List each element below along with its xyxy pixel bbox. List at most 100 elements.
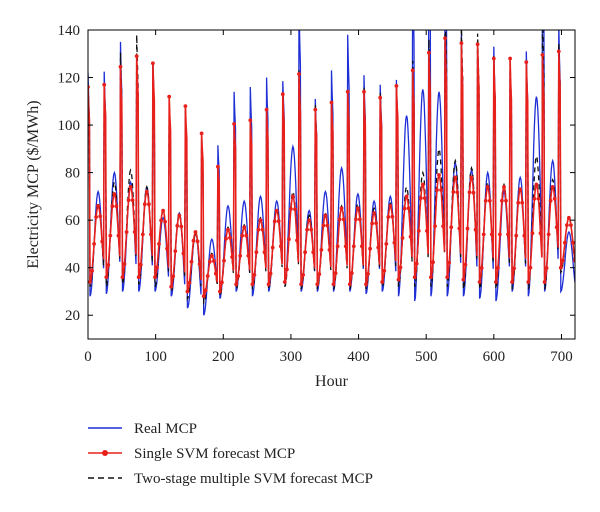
point-single-svm <box>94 215 98 219</box>
point-single-svm <box>491 56 496 61</box>
point-single-svm <box>390 214 395 219</box>
point-single-svm <box>496 266 500 270</box>
y-axis-label: Electricity MCP ($/MWh) <box>25 100 42 268</box>
point-single-svm <box>463 262 468 267</box>
point-single-svm <box>431 260 435 265</box>
point-single-svm <box>510 280 514 284</box>
point-single-svm <box>461 277 466 282</box>
point-single-svm <box>483 198 488 203</box>
point-single-svm <box>250 282 255 287</box>
y-tick-label: 80 <box>65 166 80 182</box>
point-single-svm <box>384 242 389 246</box>
point-single-svm <box>567 215 571 220</box>
point-single-svm <box>218 289 222 294</box>
x-tick-label: 100 <box>144 349 167 365</box>
plot-area <box>88 30 575 316</box>
point-single-svm <box>498 232 502 237</box>
point-single-svm <box>169 284 174 289</box>
series-markers-single-svm <box>88 36 575 299</box>
point-single-svm <box>278 244 283 249</box>
point-single-svm <box>536 196 541 201</box>
point-single-svm <box>453 175 458 180</box>
point-single-svm <box>331 282 336 287</box>
point-single-svm <box>311 250 316 255</box>
point-single-svm <box>356 206 360 211</box>
point-single-svm <box>504 198 508 203</box>
legend-item-single-svm: Single SVM forecast MCP <box>88 446 295 462</box>
x-tick-label: 700 <box>550 349 573 365</box>
point-single-svm <box>364 282 368 287</box>
point-single-svm <box>108 233 113 238</box>
point-single-svm <box>410 68 415 73</box>
y-tick-label: 140 <box>58 23 81 39</box>
point-single-svm <box>104 275 109 280</box>
legend-label-two-stage-svm: Two-stage multiple SVM forecast MCP <box>134 471 373 487</box>
point-single-svm <box>443 36 447 41</box>
point-single-svm <box>203 288 208 293</box>
point-single-svm <box>408 234 413 239</box>
legend: Real MCP Single SVM forecast MCP Two-sta… <box>88 421 373 487</box>
point-single-svm <box>238 253 243 258</box>
point-single-svm <box>216 164 220 169</box>
point-single-svm <box>287 237 291 242</box>
point-single-svm <box>441 224 445 229</box>
point-single-svm <box>159 218 164 223</box>
point-single-svm <box>199 131 204 136</box>
point-single-svm <box>467 190 472 195</box>
point-single-svm <box>88 280 92 284</box>
point-single-svm <box>548 198 553 203</box>
point-single-svm <box>185 289 190 294</box>
point-single-svm <box>457 226 462 231</box>
point-single-svm <box>242 225 247 230</box>
point-single-svm <box>272 219 277 224</box>
point-single-svm <box>341 217 346 222</box>
point-single-svm <box>280 92 285 97</box>
point-single-svm <box>386 215 391 219</box>
x-tick-label: 0 <box>84 349 92 365</box>
point-single-svm <box>394 84 399 88</box>
point-single-svm <box>140 232 145 237</box>
point-single-svm <box>422 196 427 201</box>
point-single-svm <box>201 294 206 299</box>
point-single-svm <box>451 190 456 194</box>
point-single-svm <box>291 194 295 199</box>
point-single-svm <box>254 250 259 255</box>
point-single-svm <box>209 253 214 258</box>
point-single-svm <box>368 246 372 251</box>
point-single-svm <box>416 229 421 233</box>
point-single-svm <box>337 217 342 222</box>
point-single-svm <box>268 271 273 276</box>
legend-item-real: Real MCP <box>88 421 197 437</box>
point-single-svm <box>224 236 228 241</box>
point-single-svm <box>349 271 354 276</box>
point-single-svm <box>494 280 498 284</box>
point-single-svm <box>518 187 523 192</box>
point-single-svm <box>485 185 490 189</box>
point-single-svm <box>114 204 119 209</box>
point-single-svm <box>307 218 312 223</box>
point-single-svm <box>232 122 237 126</box>
point-single-svm <box>126 198 131 203</box>
point-single-svm <box>234 282 239 287</box>
point-single-svm <box>524 60 529 64</box>
point-single-svm <box>538 231 543 236</box>
point-single-svm <box>120 275 125 280</box>
point-single-svm <box>569 223 573 228</box>
point-single-svm <box>435 188 439 192</box>
point-single-svm <box>372 211 376 215</box>
point-single-svm <box>270 245 275 250</box>
x-tick-label: 200 <box>212 349 235 365</box>
point-single-svm <box>323 213 328 218</box>
point-single-svm <box>226 227 230 232</box>
point-single-svm <box>193 230 198 234</box>
point-single-svm <box>479 266 484 270</box>
y-tick-label: 100 <box>58 118 81 134</box>
point-single-svm <box>167 94 172 99</box>
point-single-svm <box>189 259 194 264</box>
point-single-svm <box>370 221 374 226</box>
point-single-svm <box>299 282 303 287</box>
point-single-svm <box>282 280 287 284</box>
point-single-svm <box>110 204 115 209</box>
point-single-svm <box>155 265 159 270</box>
